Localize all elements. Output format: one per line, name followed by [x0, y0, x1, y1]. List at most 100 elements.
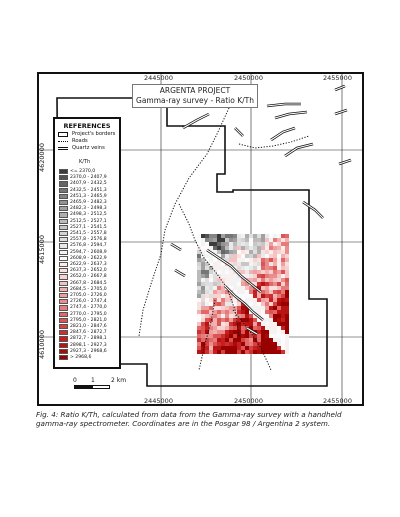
raster-cell [277, 334, 281, 338]
raster-cell [197, 330, 201, 334]
raster-cell [209, 242, 213, 246]
raster-cell [245, 234, 249, 238]
raster-cell [205, 238, 209, 242]
raster-cell [269, 266, 273, 270]
map-area[interactable] [39, 74, 362, 404]
raster-cell [281, 346, 285, 350]
raster-cell [281, 250, 285, 254]
raster-cell [213, 338, 217, 342]
raster-cell [221, 298, 225, 302]
raster-cell [245, 330, 249, 334]
raster-cell [253, 262, 257, 266]
raster-cell [233, 270, 237, 274]
raster-cell [233, 302, 237, 306]
raster-cell [261, 238, 265, 242]
ramp-swatch [59, 200, 68, 206]
raster-cell [237, 290, 241, 294]
raster-cell [269, 350, 273, 354]
raster-cell [237, 246, 241, 250]
raster-cell [277, 246, 281, 250]
raster-cell [281, 330, 285, 334]
raster-cell [245, 302, 249, 306]
raster-cell [281, 350, 285, 354]
raster-cell [281, 302, 285, 306]
raster-cell [253, 302, 257, 306]
raster-cell [209, 306, 213, 310]
ramp-label: <= 2370,0 [70, 169, 96, 174]
raster-cell [197, 302, 201, 306]
raster-cell [209, 310, 213, 314]
raster-cell [253, 258, 257, 262]
raster-cell [269, 302, 273, 306]
raster-cell [253, 294, 257, 298]
raster-cell [281, 342, 285, 346]
raster-cell [213, 234, 217, 238]
raster-cell [237, 350, 241, 354]
raster-cell [273, 254, 277, 258]
raster-cell [241, 326, 245, 330]
raster-cell [217, 310, 221, 314]
raster-cell [253, 290, 257, 294]
raster-cell [233, 318, 237, 322]
raster-cell [265, 234, 269, 238]
raster-cell [209, 262, 213, 266]
ramp-label: 2576,8 - 2594,7 [70, 243, 107, 249]
raster-cell [229, 258, 233, 262]
raster-cell [213, 350, 217, 354]
raster-cell [217, 326, 221, 330]
raster-cell [237, 314, 241, 318]
raster-cell [261, 266, 265, 270]
raster-cell [229, 334, 233, 338]
raster-cell [217, 266, 221, 270]
raster-cell [237, 274, 241, 278]
raster-cell [233, 342, 237, 346]
raster-cell [237, 278, 241, 282]
raster-cell [229, 278, 233, 282]
raster-cell [233, 338, 237, 342]
raster-cell [241, 290, 245, 294]
raster-cell [221, 338, 225, 342]
ramp-label: 2927,3 - 2968,6 [70, 348, 107, 354]
raster-cell [225, 350, 229, 354]
raster-cell [277, 234, 281, 238]
raster-cell [201, 238, 205, 242]
raster-cell [281, 318, 285, 322]
raster-cell [273, 278, 277, 282]
raster-cell [261, 250, 265, 254]
raster-cell [229, 338, 233, 342]
scale-bar [74, 385, 128, 391]
raster-cell [281, 242, 285, 246]
raster-cell [285, 254, 289, 258]
raster-cell [225, 246, 229, 250]
raster-cell [285, 278, 289, 282]
raster-cell [281, 322, 285, 326]
raster-cell [285, 274, 289, 278]
raster-cell [269, 330, 273, 334]
raster-cell [245, 318, 249, 322]
raster-cell [233, 250, 237, 254]
raster-cell [269, 322, 273, 326]
raster-cell [253, 334, 257, 338]
raster-cell [241, 238, 245, 242]
raster-cell [229, 266, 233, 270]
raster-cell [205, 250, 209, 254]
raster-cell [277, 238, 281, 242]
raster-cell [221, 234, 225, 238]
raster-cell [249, 250, 253, 254]
raster-cell [249, 262, 253, 266]
raster-cell [221, 326, 225, 330]
raster-cell [257, 350, 261, 354]
raster-cell [201, 346, 205, 350]
raster-cell [213, 314, 217, 318]
raster-cell [197, 242, 201, 246]
raster-cell [213, 282, 217, 286]
raster-cell [265, 294, 269, 298]
ramp-label: 2512,5 - 2527,1 [70, 218, 107, 224]
raster-cell [269, 342, 273, 346]
tick-top-2455000: 2455000 [323, 74, 352, 82]
raster-cell [221, 310, 225, 314]
raster-cell [285, 302, 289, 306]
raster-cell [229, 250, 233, 254]
raster-cell [197, 250, 201, 254]
raster-cell [257, 234, 261, 238]
